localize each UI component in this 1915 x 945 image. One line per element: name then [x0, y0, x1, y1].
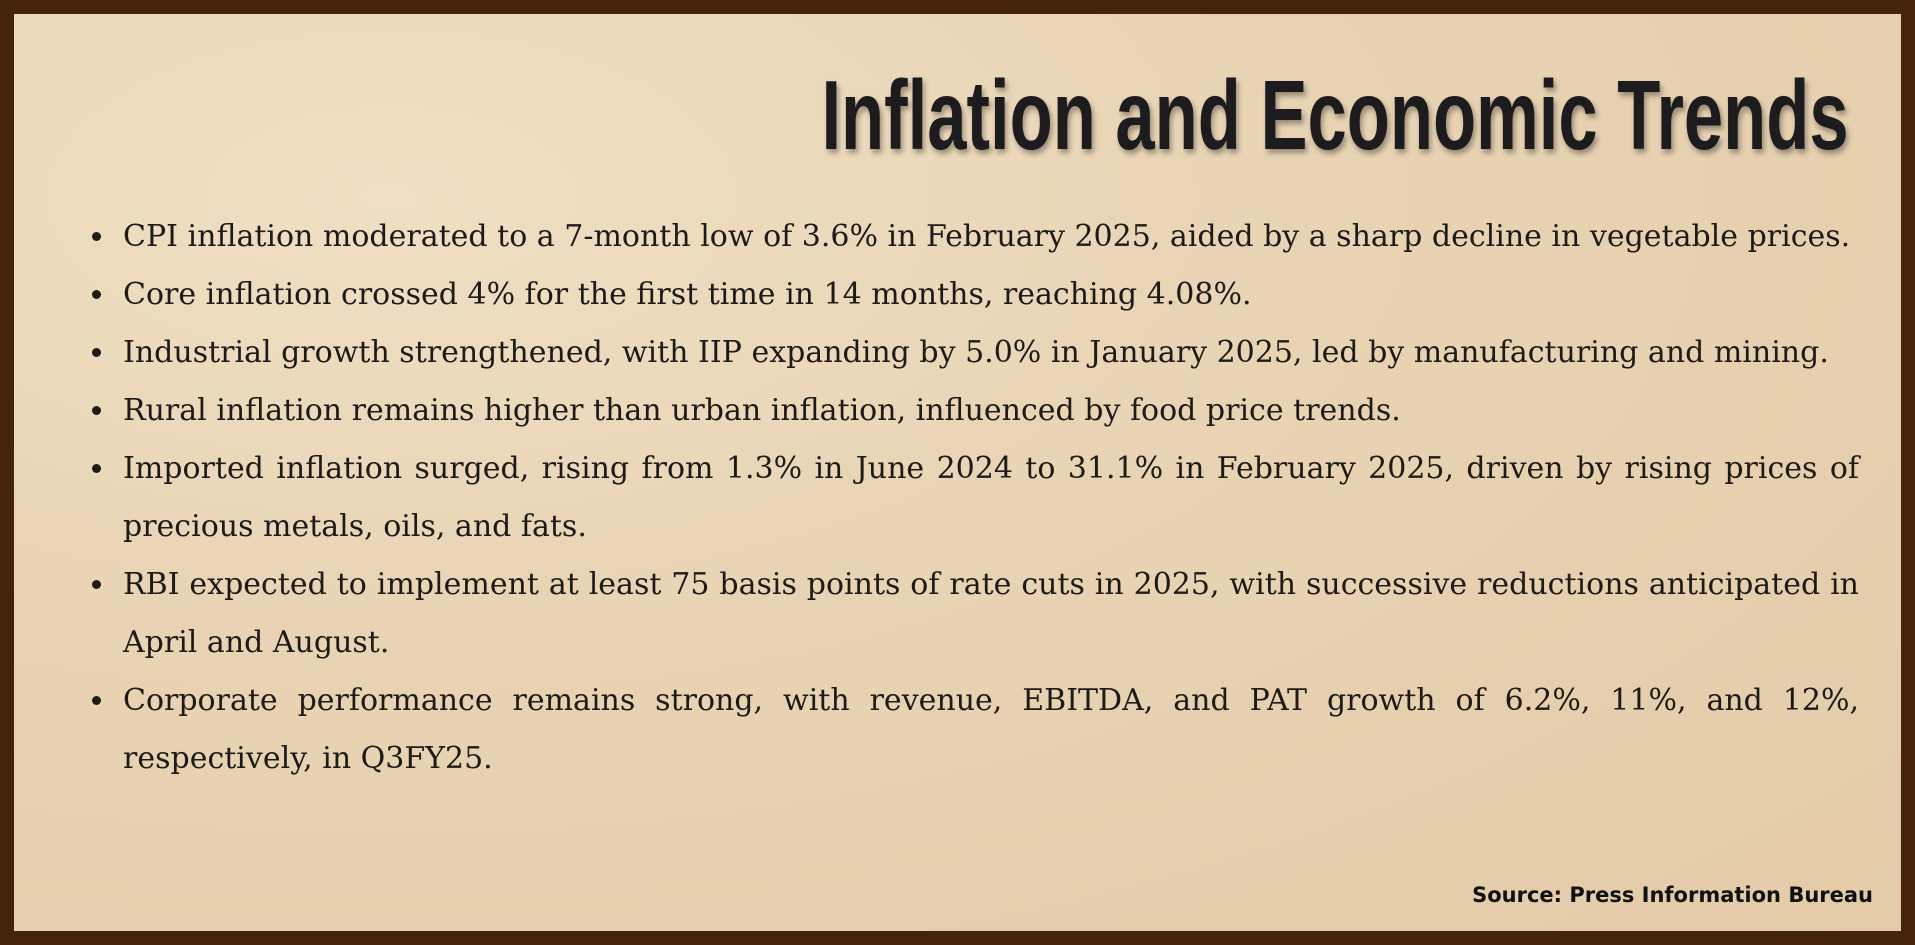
bullet-list: CPI inflation moderated to a 7-month low… — [84, 208, 1859, 788]
bullet-item: CPI inflation moderated to a 7-month low… — [117, 208, 1859, 266]
bullet-item: Corporate performance remains strong, wi… — [117, 672, 1859, 788]
bullet-item: RBI expected to implement at least 75 ba… — [117, 556, 1859, 672]
bullet-item: Core inflation crossed 4% for the first … — [117, 266, 1859, 324]
bullet-item: Rural inflation remains higher than urba… — [117, 382, 1859, 440]
bullet-item: Imported inflation surged, rising from 1… — [117, 440, 1859, 556]
source-note: Source: Press Information Bureau — [1472, 883, 1873, 907]
bullet-item: Industrial growth strengthened, with IIP… — [117, 324, 1859, 382]
title: Inflation and Economic Trends — [821, 60, 1849, 170]
